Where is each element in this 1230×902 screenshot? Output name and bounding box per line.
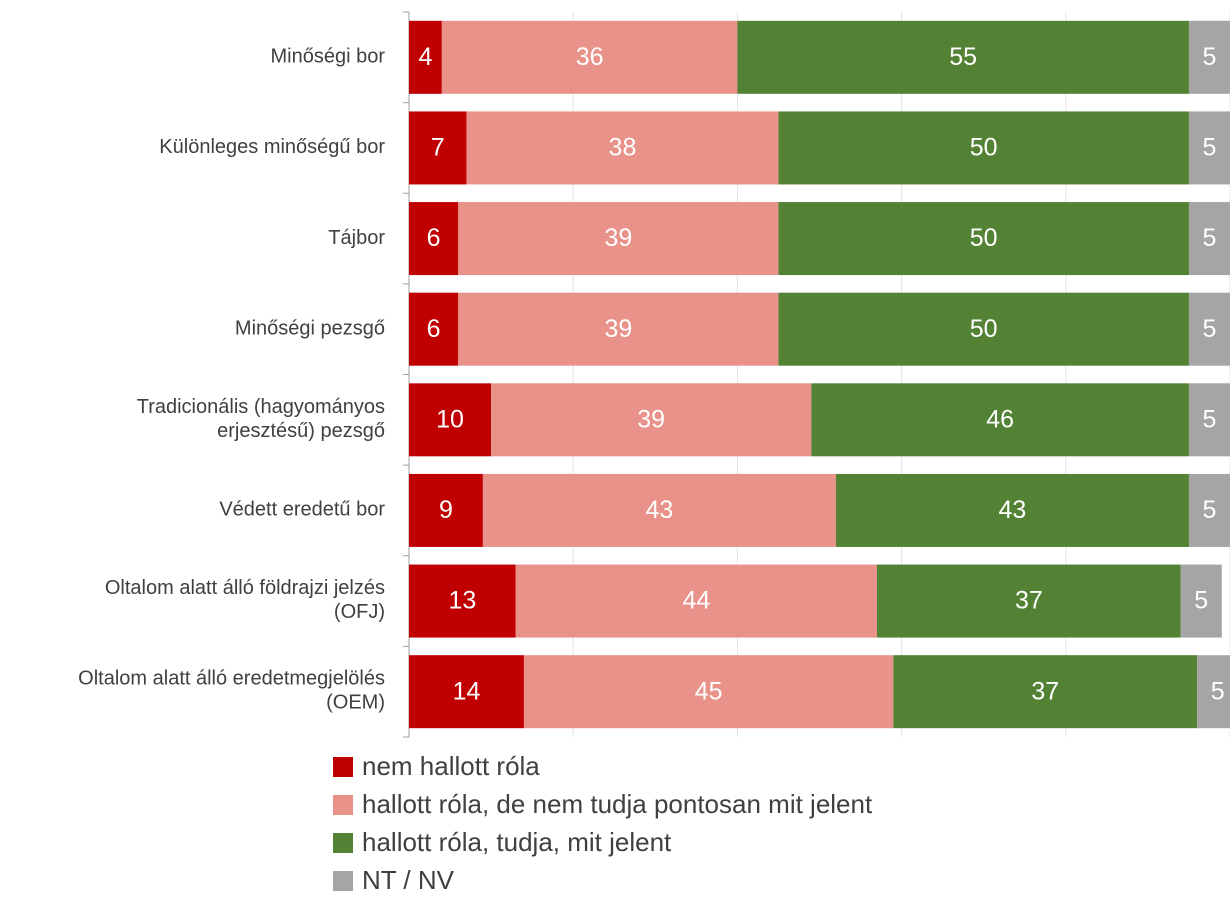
value-label: 14 [453,677,481,705]
legend-label: hallott róla, tudja, mit jelent [362,827,672,857]
value-label: 43 [999,496,1027,524]
bar-segment [523,655,894,729]
bar-segment [1197,655,1230,729]
bar-segment [482,473,836,547]
value-label: 45 [695,677,723,705]
value-label: 50 [970,315,998,343]
bar-segment [778,111,1189,185]
bar-segment [1180,564,1222,638]
value-label: 50 [970,224,998,252]
value-label: 39 [637,405,665,433]
bar-segment [409,564,516,638]
bar-segment [737,20,1189,94]
y-tick-label: Különleges minőségű bor [159,136,385,158]
value-label: 50 [970,134,998,162]
y-tick-label: Tájbor [328,227,385,249]
value-label: 5 [1203,405,1217,433]
value-label: 5 [1203,496,1217,524]
bar-segment [876,564,1181,638]
bar-segment [893,655,1198,729]
value-label: 36 [576,43,604,71]
value-label: 55 [949,43,977,71]
bar-segment [778,292,1189,366]
value-label: 46 [986,405,1014,433]
value-label: 6 [427,315,441,343]
bar-segment [515,564,877,638]
value-label: 43 [645,496,673,524]
bar-segment [458,202,779,276]
bar-segment [409,111,467,185]
value-label: 6 [427,224,441,252]
y-tick-label: Minőségi bor [270,46,385,68]
value-label: 4 [418,43,432,71]
value-label: 39 [604,315,632,343]
bar-segment [1188,111,1230,185]
legend-swatch [333,871,353,891]
legend-swatch [333,833,353,853]
bar-segment [811,383,1189,457]
bar-segment [1188,473,1230,547]
bar-segment [466,111,779,185]
bar-segment [409,655,524,729]
bar-segment [409,20,442,94]
bar-segment [491,383,812,457]
bar-segment [1188,202,1230,276]
value-label: 38 [609,134,637,162]
bar-segment [458,292,779,366]
value-label: 37 [1015,587,1043,615]
legend-label: NT / NV [362,865,455,895]
value-label: 39 [604,224,632,252]
value-label: 5 [1203,134,1217,162]
legend-label: nem hallott róla [362,751,540,781]
bar-segment [778,202,1189,276]
value-label: 13 [448,587,476,615]
bar-segment [409,292,459,366]
value-label: 5 [1203,43,1217,71]
legend-swatch [333,795,353,815]
value-label: 10 [436,405,464,433]
y-tick-label: Tradicionális (hagyományos erjesztésű) pe… [137,396,385,442]
legend-label: hallott róla, de nem tudja pontosan mit … [362,789,873,819]
y-tick-label: Minőségi pezsgő [235,317,385,339]
bar-segment [1188,20,1230,94]
value-label: 44 [682,587,710,615]
value-label: 37 [1031,677,1059,705]
bar-segment [1188,383,1230,457]
value-label: 9 [439,496,453,524]
value-label: 5 [1211,677,1225,705]
bar-segment [409,202,459,276]
bar-segment [409,383,492,457]
value-label: 7 [431,134,445,162]
bar-segment [835,473,1189,547]
value-label: 5 [1203,315,1217,343]
bar-segment [1188,292,1230,366]
value-label: 5 [1194,587,1208,615]
y-tick-label: Oltalom alatt álló eredetmegjelölés (OEM) [78,668,385,714]
y-tick-label: Oltalom alatt álló földrajzi jelzés (OFJ) [105,577,385,623]
bar-segment [409,473,483,547]
bar-segment [441,20,738,94]
legend-swatch [333,757,353,777]
y-tick-label: Védett eredetű bor [219,499,385,521]
value-label: 5 [1203,224,1217,252]
